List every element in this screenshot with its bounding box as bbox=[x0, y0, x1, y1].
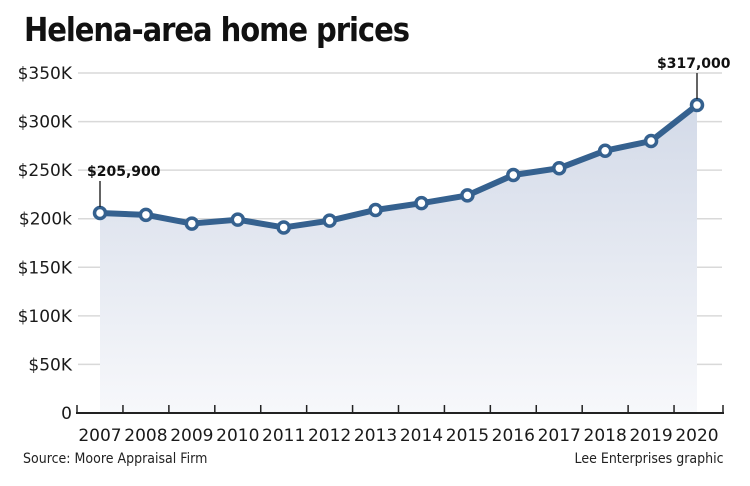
y-tick-label: 0 bbox=[61, 404, 72, 424]
x-tick-label: 2010 bbox=[216, 426, 259, 446]
y-axis: 0 $50K $100K $150K $200k $250K $300K $350K bbox=[18, 64, 73, 424]
x-tick-label: 2007 bbox=[78, 426, 121, 446]
y-tick-label: $50K bbox=[28, 355, 72, 375]
y-tick-label: $300K bbox=[18, 113, 73, 133]
data-point bbox=[138, 207, 154, 223]
data-point bbox=[414, 195, 429, 211]
data-point bbox=[368, 202, 383, 218]
data-point bbox=[460, 188, 475, 203]
area-fill bbox=[100, 105, 697, 414]
x-tick-label: 2016 bbox=[492, 426, 535, 446]
x-tick-label: 2015 bbox=[446, 426, 489, 446]
data-point bbox=[230, 212, 246, 227]
data-point bbox=[506, 167, 521, 183]
data-point bbox=[551, 160, 567, 176]
x-tick-label: 2019 bbox=[629, 426, 672, 446]
x-tick-label: 2013 bbox=[354, 426, 397, 446]
x-tick-label: 2017 bbox=[538, 426, 581, 446]
chart-title: Helena-area home prices bbox=[24, 10, 410, 49]
x-tick-label: 2014 bbox=[400, 426, 443, 446]
annotation-label: $317,000 bbox=[657, 56, 731, 72]
data-point bbox=[184, 216, 200, 231]
x-tick-label: 2020 bbox=[675, 426, 718, 446]
x-tick-label: 2009 bbox=[170, 426, 213, 446]
data-point bbox=[322, 213, 337, 228]
x-tick-label: 2012 bbox=[308, 426, 351, 446]
data-point bbox=[643, 133, 659, 149]
data-points bbox=[92, 97, 705, 235]
y-tick-label: $100K bbox=[18, 307, 73, 327]
annotation-label: $205,900 bbox=[87, 164, 161, 180]
y-tick-label: $350K bbox=[18, 64, 73, 84]
y-tick-label: $250K bbox=[18, 161, 73, 181]
x-tick-label: 2011 bbox=[262, 426, 305, 446]
series-line bbox=[97, 102, 700, 231]
data-point bbox=[597, 143, 613, 158]
annotations: $205,900 $317,000 bbox=[87, 56, 731, 207]
x-axis: 2007 2008 2009 2010 2011 2012 2013 2014 2015 2016… bbox=[76, 405, 724, 446]
data-point bbox=[92, 205, 108, 221]
data-point bbox=[689, 97, 705, 113]
source-note: Source: Moore Appraisal Firm bbox=[23, 451, 208, 467]
area-fill-group bbox=[100, 105, 697, 414]
y-tick-label: $150K bbox=[18, 258, 73, 278]
credit-note: Lee Enterprises graphic bbox=[574, 451, 724, 467]
data-point bbox=[276, 220, 291, 235]
series-line-group bbox=[97, 102, 700, 231]
x-tick-label: 2018 bbox=[584, 426, 627, 446]
y-tick-label: $200k bbox=[19, 210, 72, 230]
x-tick-label: 2008 bbox=[124, 426, 167, 446]
